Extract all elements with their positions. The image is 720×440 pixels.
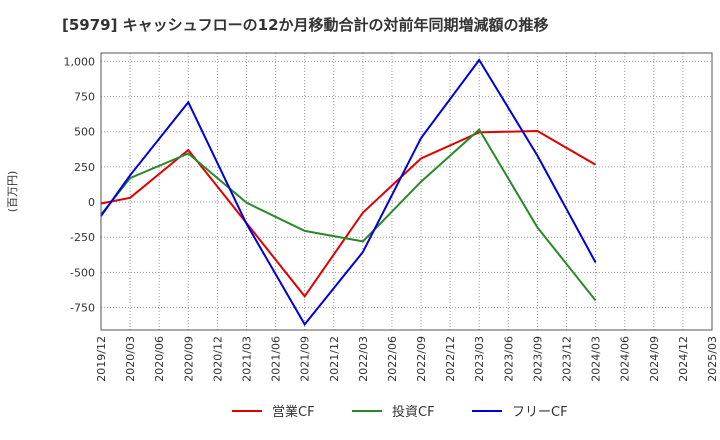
x-tick-label: 2023/12	[561, 336, 574, 382]
legend-label: フリーCF	[512, 405, 568, 420]
series-line	[100, 128, 597, 302]
y-tick-label: -500	[70, 266, 95, 279]
x-tick-label: 2024/09	[648, 336, 661, 382]
x-tick-label: 2020/09	[182, 336, 195, 382]
x-tick-label: 2022/09	[415, 336, 428, 382]
x-tick-labels: 2019/12 2020/03 2020/06 2020/09 2020/12 2021/…	[95, 336, 719, 382]
x-tick-label: 2023/03	[473, 336, 486, 382]
legend-label: 投資CF	[392, 404, 435, 420]
y-tick-label: 250	[74, 161, 95, 174]
x-tick-label: 2024/03	[590, 336, 603, 382]
x-tick-label: 2022/03	[357, 336, 370, 382]
x-tick-label: 2022/06	[386, 336, 399, 382]
legend-label: 営業CF	[272, 404, 315, 420]
grid	[100, 53, 713, 330]
y-tick-labels: 1,000 750 500 250 0 -250 -500 -750	[64, 55, 96, 314]
y-tick-label: 500	[74, 126, 95, 139]
x-tick-label: 2021/09	[299, 336, 312, 382]
x-tick-label: 2022/12	[444, 336, 457, 382]
legend: 営業CF 投資CF フリーCF	[232, 404, 568, 420]
x-tick-label: 2023/09	[531, 336, 544, 382]
series-line	[100, 129, 597, 298]
y-tick-label: -750	[70, 302, 95, 315]
plot-frame	[100, 52, 713, 331]
y-axis-label: (百万円)	[6, 171, 19, 213]
x-tick-label: 2021/06	[270, 336, 283, 382]
x-tick-label: 2023/06	[502, 336, 515, 382]
x-tick-label: 2020/03	[124, 336, 137, 382]
x-tick-label: 2025/03	[706, 336, 719, 382]
chart-title: [5979] キャッシュフローの12か月移動合計の対前年同期増減額の推移	[62, 16, 549, 34]
x-tick-label: 2024/12	[677, 336, 690, 382]
x-tick-label: 2020/06	[153, 336, 166, 382]
x-tick-label: 2021/12	[328, 336, 341, 382]
x-tick-label: 2020/12	[211, 336, 224, 382]
y-tick-label: 0	[88, 196, 95, 209]
y-tick-label: 1,000	[64, 55, 96, 68]
x-tick-label: 2024/06	[619, 336, 632, 382]
series-lines	[100, 58, 597, 327]
series-line	[100, 58, 597, 327]
y-tick-label: 750	[74, 91, 95, 104]
x-tick-label: 2019/12	[95, 336, 108, 382]
x-tick-label: 2021/03	[240, 336, 253, 382]
y-tick-label: -250	[70, 231, 95, 244]
